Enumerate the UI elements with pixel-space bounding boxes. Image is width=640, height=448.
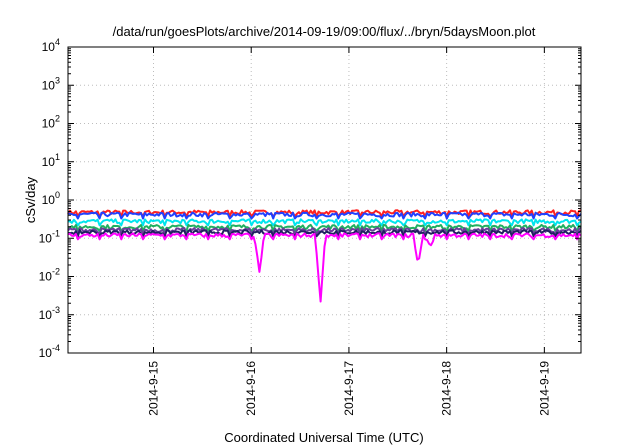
y-axis-label: cSv/day	[23, 176, 38, 223]
series-line	[67, 218, 582, 227]
chart-title: /data/run/goesPlots/archive/2014-09-19/0…	[113, 24, 536, 39]
series-line	[68, 232, 582, 303]
x-axis-label: Coordinated Universal Time (UTC)	[224, 430, 423, 445]
series-line	[67, 223, 582, 232]
y-tick-label: 102	[42, 114, 60, 131]
y-tick-label: 10-3	[39, 305, 60, 322]
x-tick-label: 2014-9-15	[147, 361, 161, 416]
series-line	[67, 209, 582, 218]
y-tick-label: 10-2	[39, 267, 60, 284]
x-tick-label: 2014-9-18	[440, 361, 454, 416]
x-tick-label: 2014-9-17	[342, 361, 356, 416]
series-lines	[67, 209, 582, 303]
series-line	[67, 229, 582, 238]
y-tick-label: 10-1	[39, 228, 60, 245]
y-tick-label: 10-4	[39, 343, 60, 360]
y-tick-label: 103	[42, 75, 60, 92]
y-tick-label: 101	[42, 152, 60, 169]
series-line	[67, 211, 582, 220]
y-tick-label: 100	[42, 190, 60, 207]
y-tick-label: 104	[42, 37, 60, 54]
x-tick-label: 2014-9-16	[244, 361, 258, 416]
grid	[68, 47, 581, 353]
x-tick-label: 2014-9-19	[537, 361, 551, 416]
axes: 10-4 10-3 10-2 10-1 100 101 102 103 104 2014-9-15…	[39, 37, 581, 416]
